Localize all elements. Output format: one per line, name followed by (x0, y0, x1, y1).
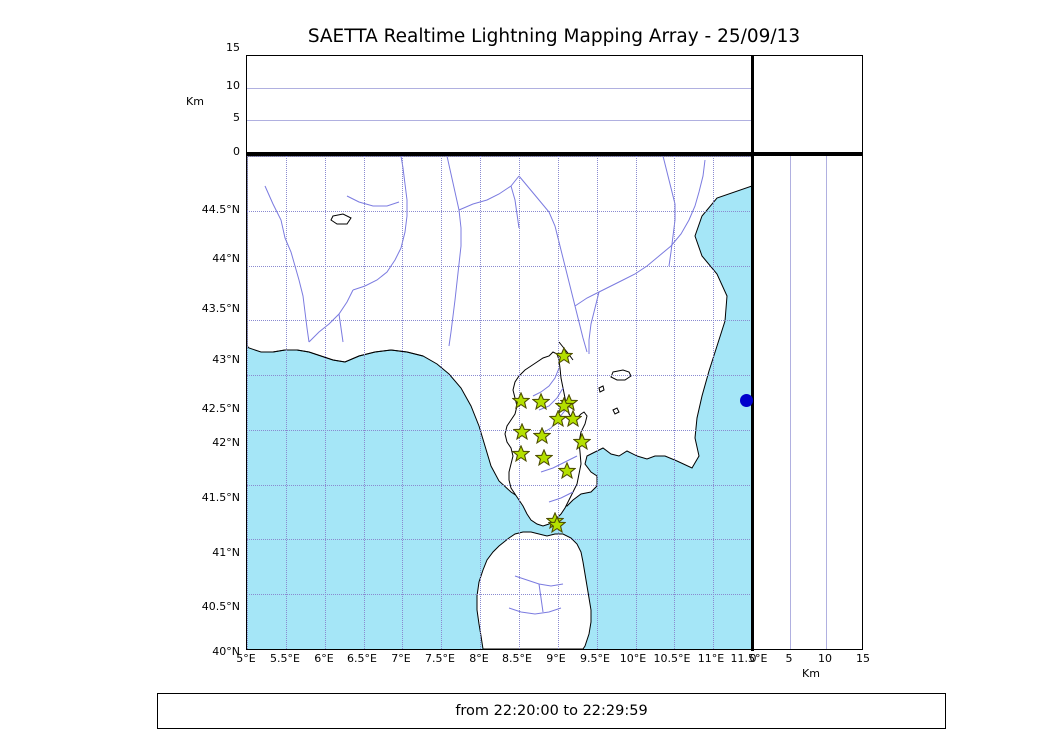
tick-label-lat-41: 41°N (212, 546, 240, 559)
gridline (247, 88, 752, 89)
gridline-lat (247, 210, 752, 212)
tick-label-lon-6-5: 6.5°E (347, 652, 377, 665)
tick-label-lon-11: 11°E (697, 652, 725, 665)
time-range-label: from 22:20:00 to 22:29:59 (455, 703, 648, 719)
gridline-lat (247, 649, 752, 650)
star-marker (512, 445, 530, 462)
lightning-source-stars (512, 347, 591, 533)
gridline-lat (247, 156, 752, 157)
gridline-lat (247, 539, 752, 541)
tick-label-lat-44-5: 44.5°N (201, 203, 240, 216)
tick-label-lon-9: 9°E (546, 652, 566, 665)
tick-label-lat-41-5: 41.5°N (201, 491, 240, 504)
gridline-lat (247, 375, 752, 377)
tick-label-km-15: 15 (226, 41, 240, 54)
tick-label-right-km-15: 15 (856, 652, 870, 665)
tick-label-lat-42: 42°N (212, 436, 240, 449)
tick-label-lon-10-5: 10.5°E (653, 652, 691, 665)
star-marker (564, 410, 582, 427)
tick-label-lon-7: 7°E (391, 652, 411, 665)
top-right-panel (753, 55, 863, 153)
gridline-lat (247, 594, 752, 596)
gridline-lon (557, 156, 559, 649)
gridline-lon (596, 156, 598, 649)
axis-spine-vertical (751, 55, 754, 651)
tick-label-km-10: 10 (226, 79, 240, 92)
time-range-box: from 22:20:00 to 22:29:59 (157, 693, 946, 729)
tick-label-lon-5-5: 5.5°E (270, 652, 300, 665)
star-marker (549, 410, 567, 427)
gridline (826, 156, 827, 649)
height-vs-longitude-panel (246, 55, 753, 153)
gridline-lon (324, 156, 326, 649)
tick-label-right-km-0: 0 (749, 652, 757, 665)
tick-label-lat-42-5: 42.5°N (201, 402, 240, 415)
tick-label-lon-11-5: 11.5°E (730, 652, 768, 665)
tick-label-lon-9-5: 9.5°E (580, 652, 610, 665)
gridline-lon (402, 156, 404, 649)
station-marker (740, 394, 753, 407)
axis-label-km-horizontal: Km (802, 667, 820, 680)
gridline-lat (247, 484, 752, 486)
tick-label-right-km-10: 10 (818, 652, 832, 665)
star-marker (513, 423, 531, 440)
gridline-lat (247, 265, 752, 267)
tick-label-lat-43-5: 43.5°N (201, 302, 240, 315)
star-marker (532, 393, 550, 410)
gridline-lon (441, 156, 443, 649)
gridline-lat (247, 320, 752, 322)
tick-label-lon-10: 10°E (619, 652, 647, 665)
axis-spine-horizontal (246, 153, 863, 156)
tick-label-right-km-5: 5 (785, 652, 793, 665)
page-title: SAETTA Realtime Lightning Mapping Array … (307, 26, 801, 47)
map-graphic (247, 156, 752, 649)
map-panel[interactable] (246, 155, 753, 650)
star-marker (533, 427, 551, 444)
star-marker (573, 433, 591, 450)
gridline-lon (363, 156, 365, 649)
gridline-lon (247, 156, 248, 649)
gridline (790, 156, 791, 649)
tick-label-lat-40: 40°N (212, 645, 240, 658)
gridline-lon (635, 156, 637, 649)
star-marker (512, 392, 530, 409)
gridline-lon (480, 156, 482, 649)
gridline-lon (674, 156, 676, 649)
height-vs-latitude-panel (753, 155, 863, 650)
tick-label-lat-40-5: 40.5°N (201, 600, 240, 613)
tick-label-lat-44: 44°N (212, 252, 240, 265)
tick-label-km-0: 0 (233, 145, 240, 158)
tick-label-lon-8: 8°E (469, 652, 489, 665)
tick-label-lon-7-5: 7.5°E (425, 652, 455, 665)
star-marker (558, 462, 576, 479)
tick-label-km-5: 5 (233, 111, 240, 124)
axis-label-km-vertical: Km (186, 95, 204, 108)
gridline (247, 120, 752, 121)
gridline-lon (285, 156, 287, 649)
tick-label-lon-6: 6°E (314, 652, 334, 665)
star-marker (535, 449, 553, 466)
tick-label-lon-8-5: 8.5°E (502, 652, 532, 665)
tick-label-lat-43: 43°N (212, 353, 240, 366)
gridline-lon (713, 156, 715, 649)
star-marker (555, 347, 573, 364)
gridline-lat (247, 429, 752, 431)
tick-label-lon-5: 5°E (236, 652, 256, 665)
